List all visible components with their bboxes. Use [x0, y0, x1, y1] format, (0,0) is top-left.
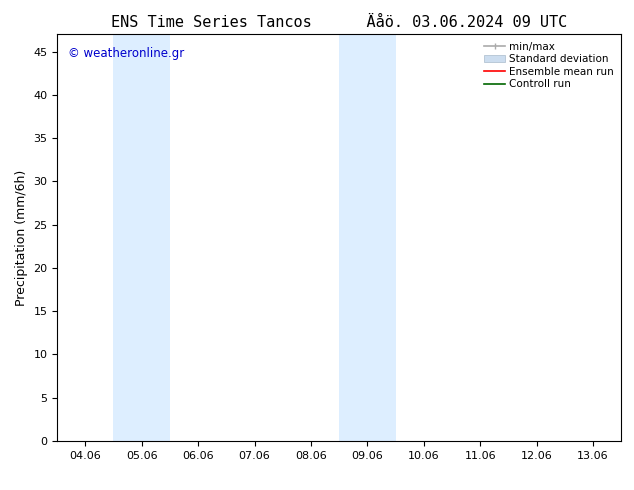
Bar: [113, 34, 170, 441]
Y-axis label: Precipitation (mm/6h): Precipitation (mm/6h): [15, 170, 28, 306]
Bar: [339, 34, 396, 441]
Title: ENS Time Series Tancos      Äåö. 03.06.2024 09 UTC: ENS Time Series Tancos Äåö. 03.06.2024 0…: [111, 15, 567, 30]
Legend: min/max, Standard deviation, Ensemble mean run, Controll run: min/max, Standard deviation, Ensemble me…: [480, 37, 618, 94]
Text: © weatheronline.gr: © weatheronline.gr: [68, 47, 184, 59]
